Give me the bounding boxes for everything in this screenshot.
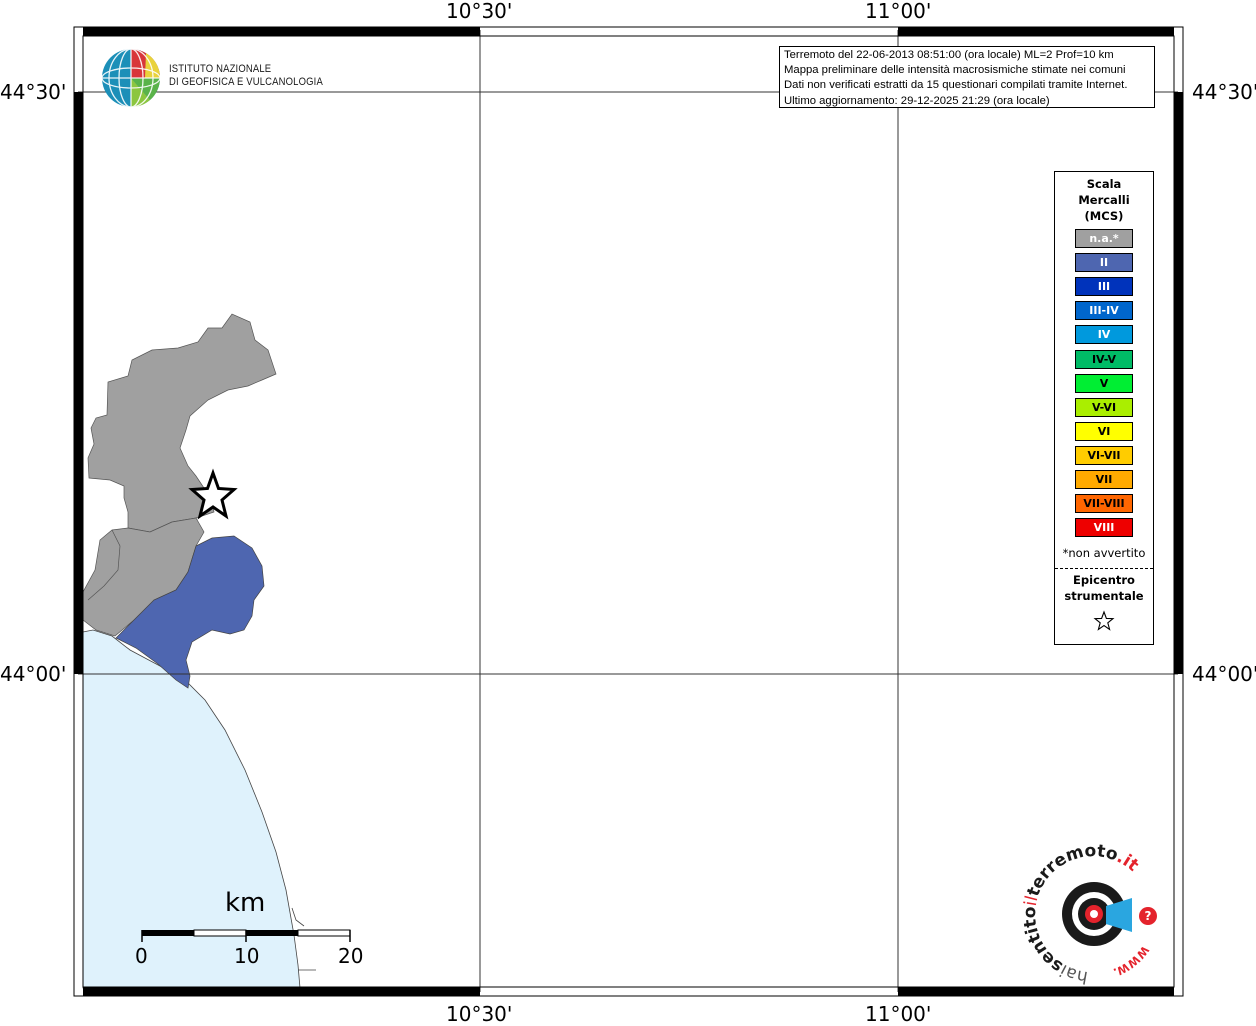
legend-swatch: VII-VIII [1075, 494, 1133, 514]
legend-swatch: VI [1075, 421, 1133, 441]
legend-swatch: III [1075, 277, 1133, 297]
legend-title-line3: (MCS) [1084, 209, 1124, 223]
municipality-border [87, 529, 121, 601]
lon-label-bottom-1: 10°30' [446, 1002, 513, 1026]
scale-tick-10: 10 [234, 944, 260, 968]
ingv-logo-line2: DI GEOFISICA E VULCANOLOGIA [169, 76, 323, 88]
legend-swatch: V-VI [1075, 397, 1133, 417]
legend-separator [1055, 568, 1153, 569]
legend-swatch: II [1075, 253, 1133, 273]
ingv-globe-icon [101, 48, 161, 108]
legend-swatch: VI-VII [1075, 445, 1133, 465]
map-frame [73, 26, 1184, 997]
coast-detail [291, 907, 316, 971]
legend-star-icon [1093, 610, 1115, 631]
event-info-line1: Terremoto del 22-06-2013 08:51:00 (ora l… [784, 49, 1114, 61]
legend-swatch: IV [1075, 325, 1133, 345]
event-info-line3: Dati non verificati estratti da 15 quest… [784, 79, 1128, 92]
legend-swatch: III-IV [1075, 301, 1133, 321]
legend-title-line1: Scala [1086, 177, 1122, 191]
legend-swatch: IV-V [1075, 349, 1133, 369]
epicenter-star-icon [188, 468, 238, 520]
legend-title: Scala Mercalli (MCS) [1055, 176, 1153, 224]
legend-swatch: n.a.* [1075, 229, 1133, 248]
event-info-line4: Ultimo aggiornamento: 29-12-2025 21:29 (… [784, 94, 1050, 107]
scale-tick-20: 20 [338, 944, 364, 968]
municipality-intensity-ii [115, 535, 265, 689]
lon-label-top-2: 11°00' [865, 0, 932, 23]
lat-label-right-2: 44°00' [1192, 662, 1256, 686]
legend-swatch: V [1075, 373, 1133, 393]
legend-swatch: VIII [1075, 518, 1133, 538]
scale-bar [141, 929, 351, 942]
intensity-legend: Scala Mercalli (MCS) n.a.* II III III-IV IV I… [1054, 171, 1154, 645]
ingv-logo-line1: ISTITUTO NAZIONALE [169, 63, 272, 75]
lat-label-left-2: 44°00' [0, 662, 67, 686]
haisentito-logo: ? [1062, 882, 1157, 946]
event-info-box: Terremoto del 22-06-2013 08:51:00 (ora l… [779, 46, 1155, 108]
lon-label-bottom-2: 11°00' [865, 1002, 932, 1026]
lat-label-right-1: 44°30' [1192, 80, 1256, 104]
legend-note: *non avvertito [1062, 546, 1146, 560]
sea-area [82, 629, 301, 989]
brand-question-mark: ? [1145, 909, 1152, 923]
legend-epicenter-line2: strumentale [1064, 589, 1144, 603]
scale-unit-label: km [225, 888, 266, 918]
ingv-logo-text: ISTITUTO NAZIONALE DI GEOFISICA E VULCAN… [169, 63, 323, 89]
municipality-na-north [87, 313, 277, 533]
legend-swatch: VII [1075, 470, 1133, 489]
event-info-line2: Mappa preliminare delle intensità macros… [784, 64, 1126, 77]
legend-title-line2: Mercalli [1078, 193, 1130, 207]
legend-epicenter-label: Epicentro strumentale [1055, 572, 1153, 604]
lon-label-top-1: 10°30' [446, 0, 513, 23]
lat-label-left-1: 44°30' [0, 80, 67, 104]
scale-tick-0: 0 [135, 944, 148, 968]
legend-epicenter-line1: Epicentro [1073, 573, 1135, 587]
